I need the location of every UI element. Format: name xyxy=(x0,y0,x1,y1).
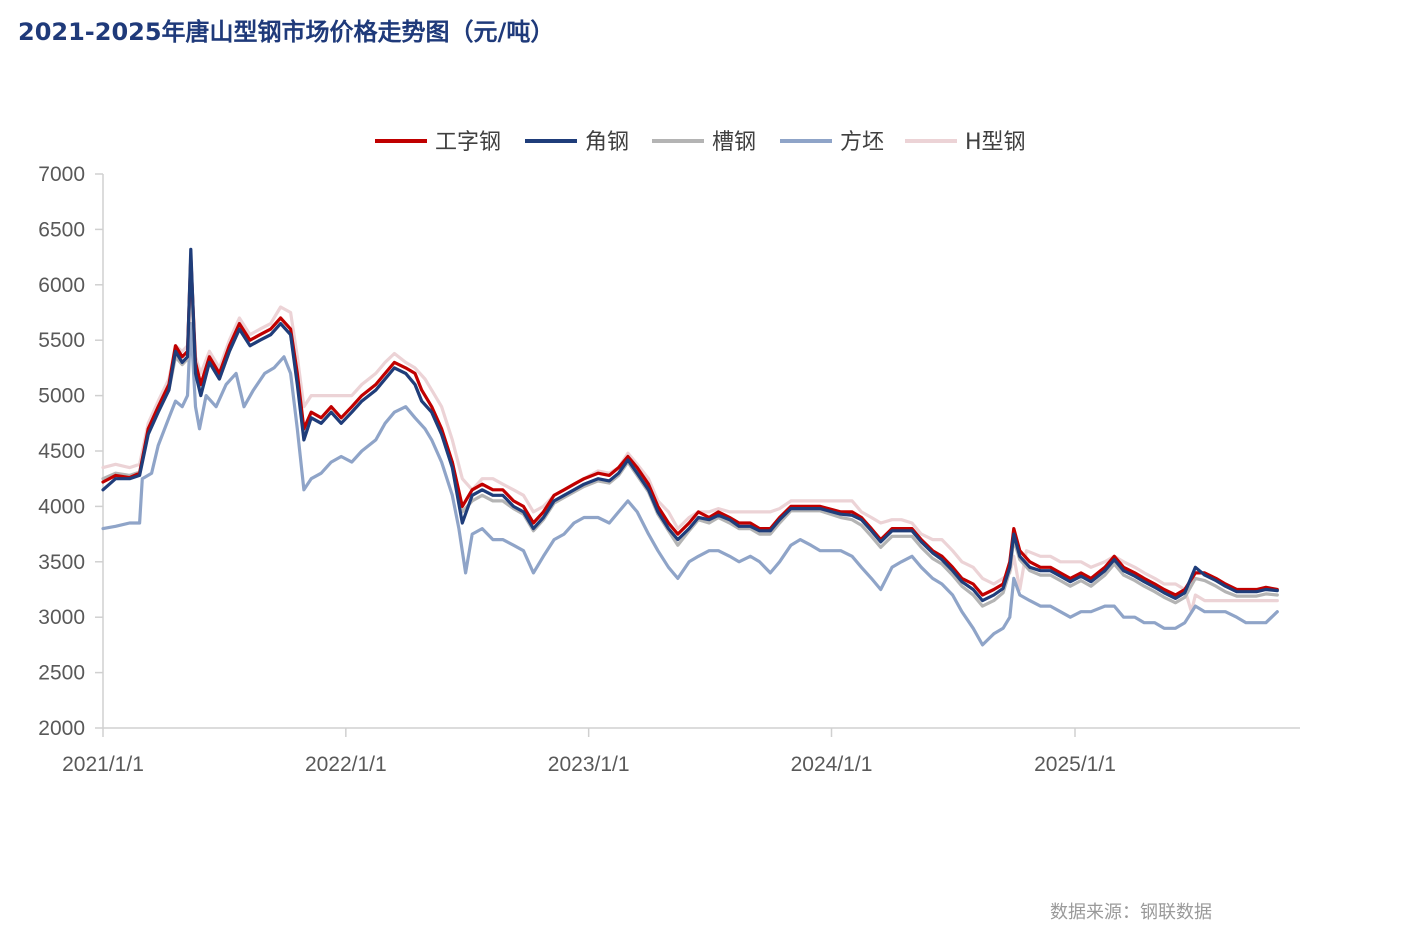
x-tick-label: 2023/1/1 xyxy=(548,753,630,776)
y-tick-label: 6000 xyxy=(38,274,85,297)
chart-title: 2021-2025年唐山型钢市场价格走势图（元/吨） xyxy=(18,18,555,46)
legend-label: 工字钢 xyxy=(435,130,501,155)
y-tick-label: 4000 xyxy=(38,495,85,518)
series-line-1 xyxy=(101,247,1279,603)
legend-label: 槽钢 xyxy=(712,130,756,155)
y-tick-label: 5500 xyxy=(38,329,85,352)
legend-label: 方坯 xyxy=(840,130,884,155)
plot-lines xyxy=(101,247,1279,647)
y-tick-label: 2500 xyxy=(38,662,85,685)
y-tick-label: 6500 xyxy=(38,218,85,241)
y-tick-label: 2000 xyxy=(38,717,85,740)
legend: 工字钢 角钢 槽钢 方坯 H型钢 xyxy=(375,130,1026,155)
series-line-0 xyxy=(101,255,1279,597)
x-tick-label: 2021/1/1 xyxy=(62,753,144,776)
y-tick-label: 5000 xyxy=(38,385,85,408)
x-tick-label: 2024/1/1 xyxy=(791,753,873,776)
y-tick-label: 3000 xyxy=(38,606,85,629)
legend-label: 角钢 xyxy=(585,130,629,155)
x-tick-label: 2025/1/1 xyxy=(1034,753,1116,776)
y-tick-label: 4500 xyxy=(38,440,85,463)
data-source-note: 数据来源：钢联数据 xyxy=(1050,902,1212,923)
y-axis: 2000 2500 3000 3500 4000 4500 5000 5500 6000 6500… xyxy=(38,163,104,740)
y-tick-label: 3500 xyxy=(38,551,85,574)
series-line-3 xyxy=(101,322,1279,647)
y-tick-label: 7000 xyxy=(38,163,85,186)
legend-label: H型钢 xyxy=(965,130,1026,155)
x-tick-label: 2022/1/1 xyxy=(305,753,387,776)
x-axis: 2021/1/1 2022/1/1 2023/1/1 2024/1/1 2025/1/1 xyxy=(62,727,1300,776)
series-line-4 xyxy=(101,277,1279,614)
